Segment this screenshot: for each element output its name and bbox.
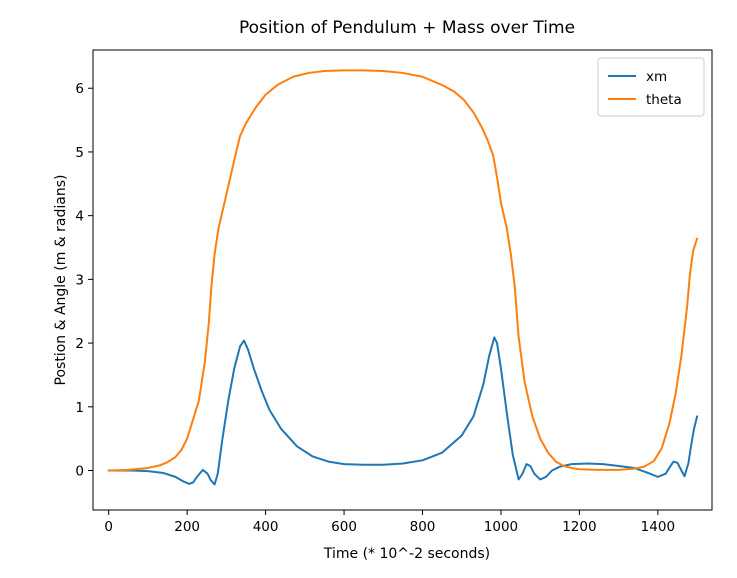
- x-axis-title: Time (* 10^-2 seconds): [323, 546, 490, 562]
- legend: xm theta: [597, 57, 705, 117]
- y-tick-label: 4: [75, 209, 84, 225]
- plot-area: [107, 69, 699, 486]
- legend-label-xm: xm: [646, 69, 667, 85]
- legend-label-theta: theta: [646, 92, 682, 108]
- series-line-xm: [107, 336, 699, 486]
- x-tick-label: 1200: [562, 519, 596, 535]
- x-tick-label: 600: [331, 519, 357, 535]
- y-axis-title: Postion & Angle (m & radians): [53, 175, 69, 386]
- x-tick-label: 0: [104, 519, 113, 535]
- y-tick-label: 3: [75, 272, 84, 288]
- legend-box: [597, 57, 705, 117]
- x-axis: 0 200 400 600 800 1000 1200 1400: [104, 510, 675, 535]
- plot-frame: [92, 49, 713, 511]
- y-axis: 0 1 2 3 4 5 6: [75, 81, 93, 479]
- x-tick-label: 400: [253, 519, 279, 535]
- series-line-theta: [107, 69, 699, 472]
- x-tick-label: 1400: [641, 519, 675, 535]
- y-tick-label: 0: [75, 463, 84, 479]
- x-tick-label: 1000: [484, 519, 518, 535]
- y-tick-label: 1: [75, 400, 84, 416]
- x-tick-label: 200: [174, 519, 200, 535]
- chart-title: Position of Pendulum + Mass over Time: [239, 18, 575, 38]
- x-tick-label: 800: [410, 519, 436, 535]
- y-tick-label: 5: [75, 145, 84, 161]
- y-tick-label: 2: [75, 336, 84, 352]
- y-tick-label: 6: [75, 81, 84, 97]
